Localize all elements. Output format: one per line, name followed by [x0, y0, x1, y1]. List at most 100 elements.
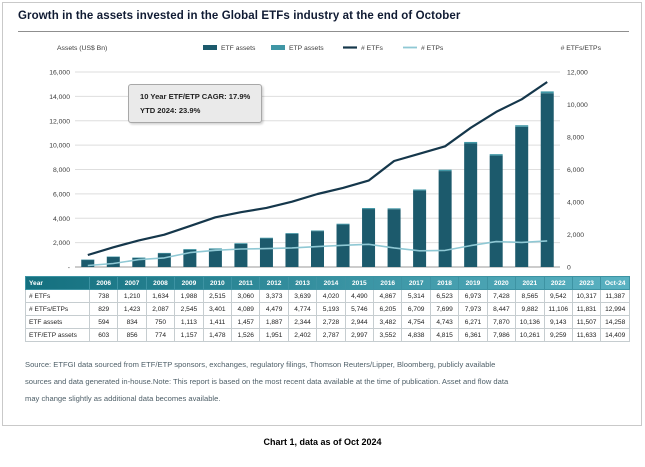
cagr-callout: 10 Year ETF/ETP CAGR: 17.9% YTD 2024: 23…: [128, 84, 263, 124]
value-cell: 6,709: [401, 302, 431, 316]
etf-assets-bar: [413, 190, 427, 267]
etp-assets-bar: [489, 154, 503, 156]
-etfs-line: [87, 81, 548, 257]
left-tick-label: 16,000: [49, 70, 70, 77]
source-line-1: Source: ETFGI data sourced from ETF/ETP …: [25, 360, 496, 369]
value-cell: 2,087: [145, 302, 176, 316]
etp-assets-bar: [362, 208, 376, 210]
value-cell: 12,994: [600, 302, 630, 316]
table-row: # ETFs 738 1,210 1,634 1,988 2,515 3,060 3,373 3…: [25, 289, 630, 303]
value-cell: 4,815: [429, 328, 460, 342]
etp-assets-bar: [81, 259, 95, 261]
value-cell: 1,988: [174, 289, 204, 303]
legend-label: ETF assets: [221, 45, 256, 52]
etp-assets-bar: [438, 169, 452, 172]
value-cell: 1,113: [174, 315, 204, 329]
value-cell: 1,478: [202, 328, 233, 342]
etf-assets-bar: [157, 253, 171, 267]
value-cell: 2,344: [287, 315, 318, 329]
etf-assets-bar: [438, 171, 452, 267]
value-cell: 1,411: [202, 315, 233, 329]
value-cell: 4,867: [373, 289, 403, 303]
etp-assets-bar: [259, 237, 273, 239]
year-cell: 2012: [259, 276, 289, 290]
year-cell: 2006: [88, 276, 119, 290]
etp-assets-bar: [387, 208, 401, 210]
etf-assets-bar: [387, 209, 401, 267]
right-tick-label: 6,000: [567, 167, 584, 174]
year-cell: 2021: [515, 276, 545, 290]
value-cell: 4,089: [231, 302, 261, 316]
value-cell: 5,746: [344, 302, 375, 316]
value-cell: 8,447: [486, 302, 517, 316]
value-cell: 834: [117, 315, 147, 329]
chart-svg: Assets (US$ Bn) # ETFs/ETPs ETF assets ETP …: [49, 45, 602, 272]
value-cell: 6,361: [458, 328, 488, 342]
value-cell: 7,973: [458, 302, 488, 316]
-etps-line: [87, 240, 548, 267]
value-cell: 3,482: [373, 315, 403, 329]
etp-assets-bar: [515, 125, 529, 127]
left-tick-label: 12,000: [49, 118, 70, 125]
value-cell: 4,754: [401, 315, 431, 329]
value-cell: 5,193: [316, 302, 346, 316]
year-cell: 2017: [401, 276, 431, 290]
value-cell: 10,261: [515, 328, 545, 342]
etp-assets-bar: [464, 141, 478, 144]
etp-assets-bar: [106, 256, 120, 258]
data-table: Year 2006 2007 2008 2009 2010 2011 2012 2013 2014…: [25, 276, 630, 342]
value-cell: 3,373: [259, 289, 289, 303]
left-tick-label: 8,000: [53, 167, 70, 174]
value-cell: 3,552: [373, 328, 403, 342]
year-cell: 2011: [231, 276, 261, 290]
value-cell: 9,259: [543, 328, 573, 342]
right-tick-label: 0: [567, 265, 571, 272]
value-cell: 1,634: [145, 289, 176, 303]
page-title: Growth in the assets invested in the Glo…: [18, 10, 461, 22]
value-cell: 11,831: [571, 302, 602, 316]
value-cell: 750: [145, 315, 176, 329]
year-cell: 2015: [344, 276, 375, 290]
etf-assets-bar: [285, 233, 299, 267]
value-cell: 7,428: [486, 289, 517, 303]
value-cell: 2,944: [344, 315, 375, 329]
source-note: Source: ETFGI data sourced from ETF/ETP …: [25, 356, 628, 407]
value-cell: 11,387: [600, 289, 630, 303]
value-cell: 2,787: [316, 328, 346, 342]
etf-assets-bar: [259, 238, 273, 267]
value-cell: 829: [88, 302, 119, 316]
table-row: # ETFs/ETPs 829 1,423 2,087 2,545 3,401 4,089 4…: [25, 302, 630, 316]
legend-label: ETP assets: [289, 45, 324, 52]
row-label: ETF assets: [25, 315, 90, 329]
etf-assets-bar: [362, 209, 376, 267]
year-cell: Oct-24: [600, 276, 630, 290]
etp-assets-bar: [285, 233, 299, 234]
right-tick-label: 12,000: [567, 70, 588, 77]
ytd-line: YTD 2024: 23.9%: [140, 105, 201, 115]
cagr-line: 10 Year ETF/ETP CAGR: 17.9%: [140, 92, 251, 101]
value-cell: 1,951: [259, 328, 289, 342]
value-cell: 2,997: [344, 328, 375, 342]
value-cell: 4,838: [401, 328, 431, 342]
left-tick-label: 14,000: [49, 94, 70, 101]
source-line-2: sources and data generated in-house.Note…: [25, 377, 509, 386]
figure-caption: Chart 1, data as of Oct 2024: [263, 437, 382, 447]
right-axis-title: # ETFs/ETPs: [561, 45, 602, 52]
table-header-row: Year 2006 2007 2008 2009 2010 2011 2012 2013 2014…: [25, 276, 630, 290]
value-cell: 594: [88, 315, 119, 329]
value-cell: 1,526: [231, 328, 261, 342]
year-cell: 2016: [373, 276, 403, 290]
left-tick-label: -: [68, 265, 70, 272]
row-label: ETF/ETP assets: [25, 328, 90, 342]
value-cell: 2,728: [316, 315, 346, 329]
row-label: # ETFs: [25, 289, 90, 303]
value-cell: 9,542: [543, 289, 573, 303]
etp-assets-bar: [336, 223, 350, 225]
value-cell: 5,314: [401, 289, 431, 303]
year-cell: 2008: [145, 276, 176, 290]
value-cell: 7,870: [486, 315, 517, 329]
etf-assets-bar: [183, 249, 197, 267]
value-cell: 8,565: [515, 289, 545, 303]
left-tick-label: 4,000: [53, 216, 70, 223]
value-cell: 6,973: [458, 289, 488, 303]
